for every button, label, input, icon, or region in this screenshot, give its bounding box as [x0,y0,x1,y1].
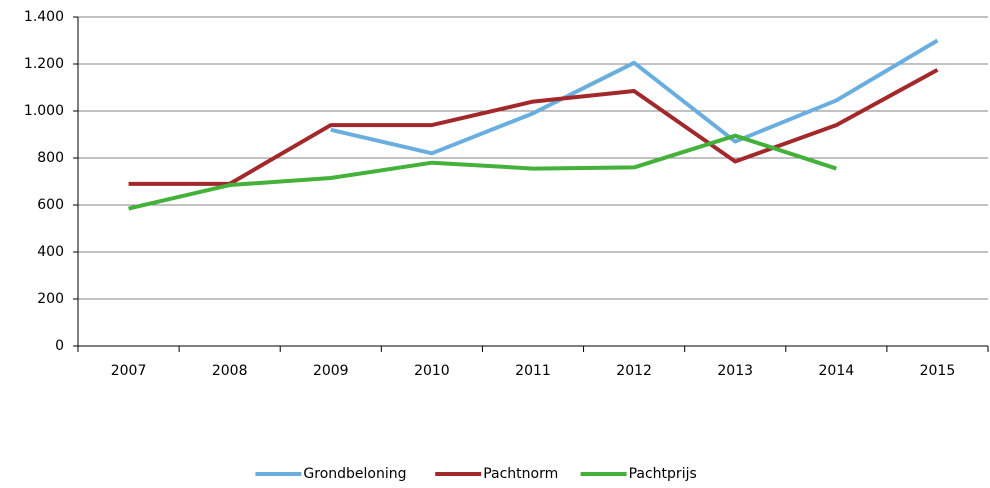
x-tick-label: 2009 [313,363,349,379]
series-line [128,133,837,211]
series-line [128,68,939,186]
x-tick-label: 2012 [616,363,652,379]
y-tick-label: 1.000 [24,103,64,119]
legend-label: Pachtnorm [483,466,558,482]
y-tick-label: 800 [37,150,64,166]
legend-label: Grondbeloning [303,466,406,482]
x-tick-label: 2011 [515,363,551,379]
y-tick-label: 200 [37,291,64,307]
y-tick-label: 400 [37,244,64,260]
legend-label: Pachtprijs [629,466,697,482]
y-tick-label: 0 [55,338,64,354]
x-tick-label: 2015 [920,363,956,379]
x-tick-label: 2008 [212,363,248,379]
x-tick-label: 2013 [717,363,753,379]
x-tick-label: 2007 [111,363,147,379]
y-tick-label: 1.200 [24,56,64,72]
y-tick-label: 600 [37,197,64,213]
series-line [330,38,939,156]
x-tick-label: 2010 [414,363,450,379]
x-tick-label: 2014 [819,363,855,379]
y-tick-label: 1.400 [24,9,64,25]
